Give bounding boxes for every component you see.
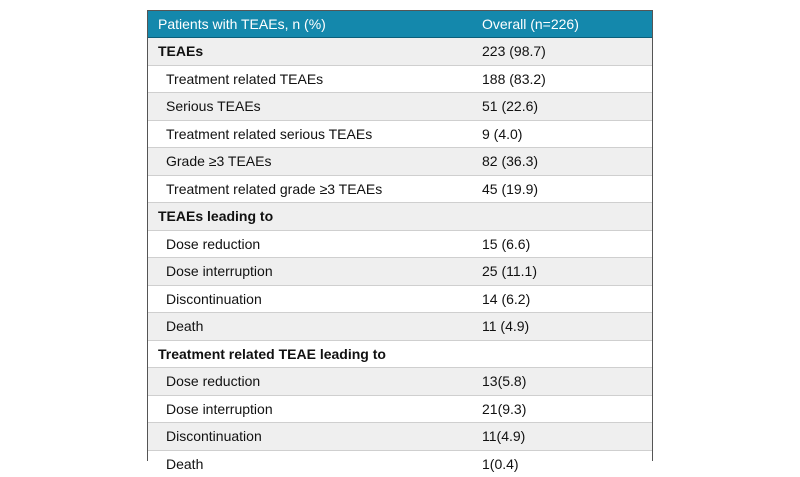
row-label: Dose reduction (148, 368, 472, 396)
section-header-row: TEAEs leading to (148, 203, 652, 231)
row-value: 9 (4.0) (472, 120, 652, 148)
row-value: 1(0.4) (472, 450, 652, 477)
row-label: Dose reduction (148, 230, 472, 258)
row-value: 14 (6.2) (472, 285, 652, 313)
row-label: Death (148, 450, 472, 477)
row-label: Dose interruption (148, 258, 472, 286)
row-value: 21(9.3) (472, 395, 652, 423)
section-header-row: Treatment related TEAE leading to (148, 340, 652, 368)
row-value: 223 (98.7) (472, 38, 652, 66)
section-label: Treatment related TEAE leading to (148, 340, 472, 368)
row-label: Grade ≥3 TEAEs (148, 148, 472, 176)
row-label: Discontinuation (148, 285, 472, 313)
row-value: 188 (83.2) (472, 65, 652, 93)
row-value: 25 (11.1) (472, 258, 652, 286)
teae-table-container: Patients with TEAEs, n (%) Overall (n=22… (147, 10, 653, 461)
row-value: 11(4.9) (472, 423, 652, 451)
row-label: Treatment related grade ≥3 TEAEs (148, 175, 472, 203)
row-label: Treatment related serious TEAEs (148, 120, 472, 148)
row-value: 45 (19.9) (472, 175, 652, 203)
row-value: 82 (36.3) (472, 148, 652, 176)
section-label: TEAEs leading to (148, 203, 472, 231)
column-header-patients: Patients with TEAEs, n (%) (148, 11, 472, 38)
section-label: TEAEs (148, 38, 472, 66)
table-header-row: Patients with TEAEs, n (%) Overall (n=22… (148, 11, 652, 38)
row-label: Serious TEAEs (148, 93, 472, 121)
row-label: Dose interruption (148, 395, 472, 423)
row-value: 51 (22.6) (472, 93, 652, 121)
row-value: 11 (4.9) (472, 313, 652, 341)
row-value (472, 340, 652, 368)
row-label: Death (148, 313, 472, 341)
row-label: Discontinuation (148, 423, 472, 451)
column-header-overall: Overall (n=226) (472, 11, 652, 38)
teae-table: Patients with TEAEs, n (%) Overall (n=22… (148, 11, 652, 477)
row-value: 15 (6.6) (472, 230, 652, 258)
row-label: Treatment related TEAEs (148, 65, 472, 93)
row-value (472, 203, 652, 231)
row-value: 13(5.8) (472, 368, 652, 396)
